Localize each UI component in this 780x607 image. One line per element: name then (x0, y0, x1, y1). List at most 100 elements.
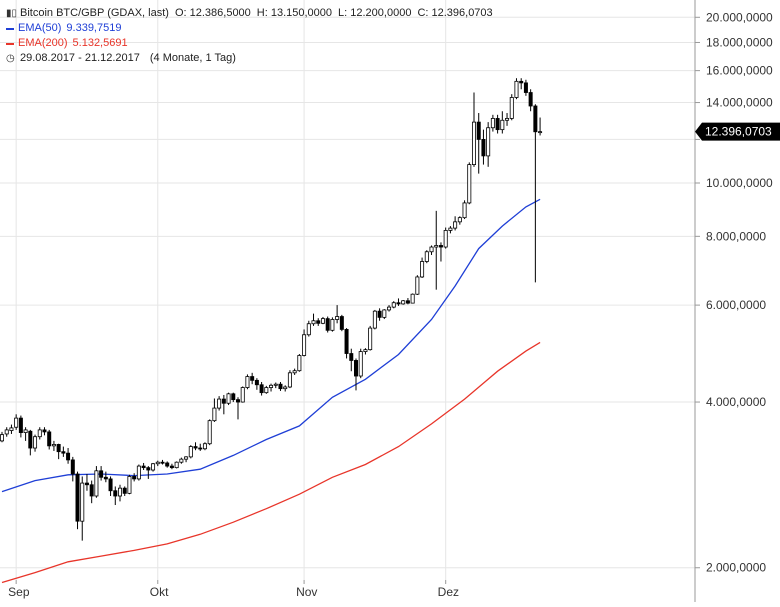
candle (533, 104, 538, 283)
range-detail: (4 Monate, 1 Tag) (149, 52, 236, 64)
candle (226, 392, 231, 406)
candle-body (56, 444, 61, 453)
candle (424, 250, 429, 264)
candle-body (264, 387, 269, 394)
candle-body (51, 444, 56, 447)
candle-body (179, 458, 184, 463)
candle-body (434, 245, 439, 248)
candle (453, 216, 458, 231)
candle (382, 309, 387, 320)
candle (113, 486, 118, 506)
candle (47, 429, 52, 450)
candle (420, 257, 425, 279)
candle (353, 358, 358, 391)
candle-body (509, 97, 514, 119)
candle (42, 427, 47, 436)
legend-title: Bitcoin BTC/GBP (GDAX, last) (20, 7, 169, 19)
candle (306, 320, 311, 337)
candlestick-icon: ▮▯ (6, 8, 18, 19)
x-tick-label: Nov (296, 585, 317, 599)
ema50-label: EMA(50) (18, 22, 62, 34)
candle (349, 348, 354, 372)
candle (297, 354, 302, 372)
legend-close: C: 12.396,0703 (417, 7, 493, 19)
candle-body (325, 318, 330, 331)
candle (438, 242, 443, 262)
candle-body (193, 446, 198, 449)
candle (254, 378, 259, 390)
candle-body (155, 461, 160, 465)
candle (94, 466, 99, 498)
grid (0, 0, 695, 580)
candle-body (448, 227, 453, 231)
candle (273, 382, 278, 389)
candle-body (330, 319, 335, 331)
current-price-badge: 12.396,0703 (695, 122, 780, 141)
candle (4, 427, 9, 437)
candle-body (514, 80, 519, 98)
candle (457, 216, 462, 225)
candle (325, 316, 330, 333)
price-badge-label: 12.396,0703 (705, 125, 772, 139)
candle (368, 325, 373, 351)
candle-body (500, 119, 505, 131)
candle (160, 459, 165, 465)
candle-body (169, 465, 174, 469)
candle (302, 329, 307, 357)
candle (528, 89, 533, 112)
legend-main: ▮▯ Bitcoin BTC/GBP (GDAX, last) O: 12.38… (6, 6, 493, 21)
candle (330, 317, 335, 332)
candle (231, 392, 236, 403)
candle-body (490, 118, 495, 129)
candle-body (47, 431, 52, 447)
candle-body (438, 245, 443, 248)
candle-body (4, 429, 9, 435)
candle-body (410, 293, 415, 304)
y-tick-label: 14.000,0000 (706, 96, 773, 110)
candle-body (401, 300, 406, 305)
ema200-swatch (6, 42, 14, 45)
y-tick-label: 16.000,0000 (706, 64, 773, 78)
candle (14, 414, 19, 430)
candle-body (42, 429, 47, 433)
candle-body (0, 434, 4, 442)
candle-body (467, 164, 472, 204)
candle-body (217, 398, 222, 409)
y-tick-label: 8.000,0000 (706, 229, 766, 243)
candle-body (420, 261, 425, 278)
candle-body (245, 376, 250, 388)
legend-ema200: EMA(200) 5.132,5691 (6, 36, 493, 51)
candle-body (462, 202, 467, 219)
candle (103, 471, 108, 483)
candle (28, 429, 33, 456)
legend-open: O: 12.386,5000 (174, 7, 251, 19)
candle (37, 427, 42, 440)
candle (269, 383, 274, 392)
candle-body (344, 329, 349, 354)
candle-body (533, 105, 538, 133)
candle (372, 309, 377, 330)
candle (335, 305, 340, 324)
candle (193, 442, 198, 451)
candle (80, 476, 85, 541)
candle-body (339, 316, 344, 330)
candle (471, 92, 476, 167)
candle-body (235, 399, 240, 403)
candle-body (212, 407, 217, 422)
candle-body (184, 456, 189, 460)
y-tick-label: 6.000,0000 (706, 298, 766, 312)
candle (165, 461, 170, 468)
candle (476, 113, 481, 174)
candle (264, 385, 269, 394)
candle-body (188, 446, 193, 458)
candle (523, 79, 528, 96)
ema200-series (1, 341, 541, 584)
candle-body (424, 251, 429, 262)
ema50-value: 9.339,7519 (66, 22, 122, 34)
y-tick-label: 20.000,0000 (706, 10, 773, 24)
candle (89, 480, 94, 504)
candle-body (28, 430, 33, 449)
candle (127, 474, 132, 495)
legend-low: L: 12.200,0000 (338, 7, 412, 19)
candle-body (146, 467, 151, 471)
